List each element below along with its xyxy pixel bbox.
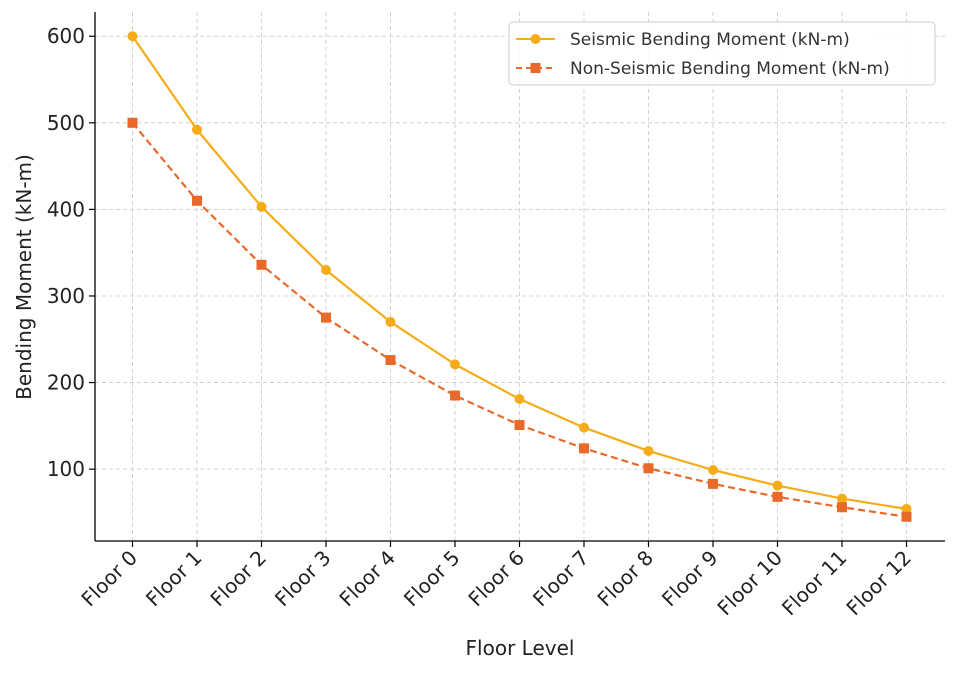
data-point [127, 117, 138, 128]
data-point [837, 493, 847, 504]
y-tick-label: 300 [47, 284, 85, 308]
x-tick-label: Floor 8 [592, 546, 658, 612]
x-tick-label: Floor 5 [399, 546, 465, 612]
y-axis-title: Bending Moment (kN-m) [12, 154, 36, 400]
data-point [127, 31, 138, 42]
y-tick-label: 400 [47, 197, 85, 221]
x-tick-label: Floor 2 [205, 546, 271, 612]
grid-lines [95, 12, 945, 541]
data-point [708, 478, 718, 489]
x-tick-label: Floor 6 [463, 546, 529, 612]
data-point [321, 265, 331, 276]
x-tick-label: Floor 10 [712, 546, 787, 621]
data-point [192, 124, 202, 135]
legend-marker-seismic [530, 34, 541, 44]
data-point [385, 355, 396, 366]
data-point [772, 480, 783, 491]
y-tick-label: 500 [47, 111, 85, 135]
data-point [643, 445, 654, 456]
legend-marker-non-seismic [530, 63, 541, 73]
x-tick-label: Floor 4 [334, 546, 400, 612]
data-point [772, 491, 783, 502]
legend-label-non-seismic: Non-Seismic Bending Moment (kN-m) [570, 59, 890, 79]
data-point [708, 465, 718, 476]
legend-box [508, 21, 936, 86]
data-point [192, 195, 202, 206]
x-axis-title: Floor Level [466, 636, 575, 660]
data-point [514, 419, 525, 430]
data-point [385, 316, 396, 327]
x-tick-label: Floor 0 [76, 546, 142, 612]
data-point [321, 312, 331, 323]
axes [94, 12, 945, 542]
x-tick-label: Floor 3 [270, 546, 336, 612]
data-point [579, 443, 589, 454]
data-point [256, 259, 267, 270]
data-point [256, 201, 267, 212]
x-tick-label: Floor 12 [841, 546, 916, 621]
x-tick-label: Floor 9 [657, 546, 723, 612]
y-tick-label: 100 [47, 457, 85, 481]
data-point [450, 390, 460, 401]
y-tick-label: 200 [47, 371, 85, 395]
data-point [901, 511, 912, 522]
x-tick-label: Floor 1 [141, 546, 207, 612]
legend-label-seismic: Seismic Bending Moment (kN-m) [570, 30, 850, 50]
data-point [579, 422, 589, 433]
y-axis-ticks: 100 200 300 400 500 600 [47, 24, 95, 481]
data-point [450, 359, 460, 370]
x-tick-label: Floor 7 [528, 546, 594, 612]
y-tick-label: 600 [47, 24, 85, 48]
data-point [643, 463, 654, 474]
data-point [901, 503, 912, 514]
legend: Seismic Bending Moment (kN-m) Non-Seismi… [508, 21, 936, 86]
series-group [127, 31, 912, 522]
x-tick-label: Floor 11 [777, 546, 852, 621]
data-point [514, 394, 525, 405]
data-point [837, 502, 847, 513]
